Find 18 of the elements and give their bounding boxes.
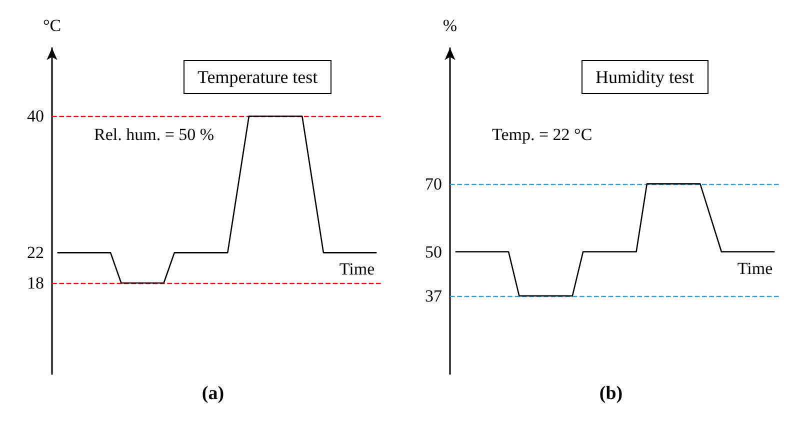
text: (b) [599, 383, 623, 404]
x-axis-title: Time [737, 258, 773, 278]
y-axis-title: % [442, 16, 458, 35]
annotation: Rel. hum. = 50 % [94, 125, 214, 144]
text: Humidity test [596, 67, 694, 87]
y-tick-label: 50 [425, 242, 442, 262]
annotation: Temp. = 22 °C [492, 125, 592, 144]
y-tick-label: 37 [425, 286, 442, 306]
y-tick-label: 22 [27, 243, 44, 262]
line-series [56, 116, 378, 284]
y-axis-title: °C [42, 16, 62, 35]
text: (a) [202, 383, 224, 404]
text: Temperature test [198, 67, 318, 87]
x-axis-title: Time [339, 260, 375, 279]
line-series [454, 183, 776, 297]
y-tick-label: 40 [27, 106, 44, 126]
y-tick-label: 18 [27, 274, 44, 293]
y-tick-label: 70 [425, 174, 442, 194]
